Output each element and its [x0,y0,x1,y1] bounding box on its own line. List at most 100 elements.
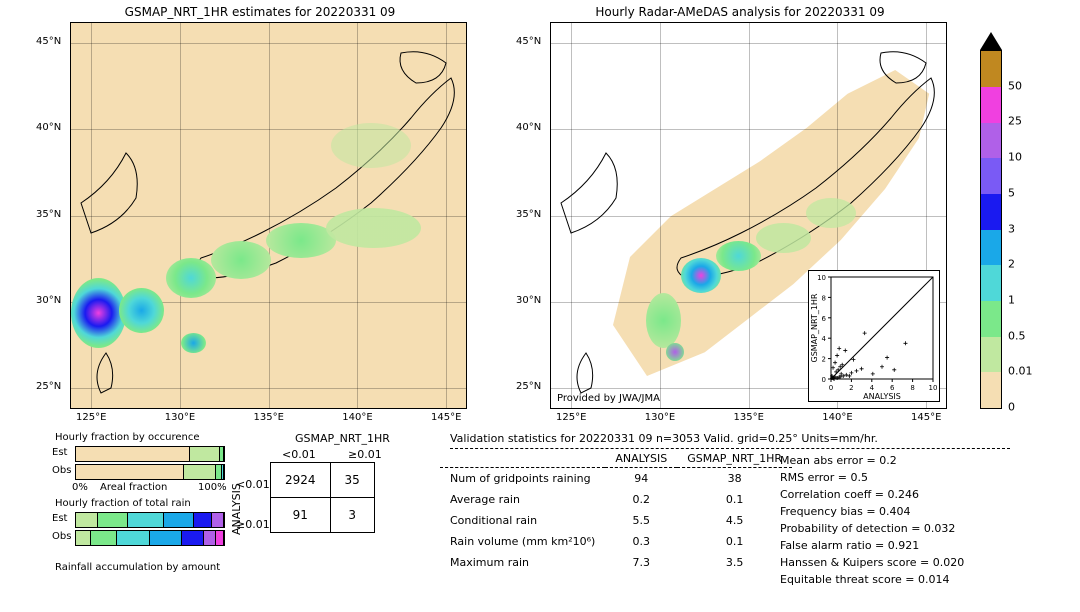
bar-segment [91,531,117,545]
totalrain-title: Hourly fraction of total rain [55,498,191,509]
vt-cell: Average rain [440,489,605,510]
svg-text:2: 2 [822,356,826,364]
ytick: 30°N [36,295,61,306]
colorbar-tick: 0.01 [1008,365,1033,378]
vt-cell: Rain volume (mm km²10⁶) [440,531,605,552]
vt-cell: 4.5 [677,510,792,531]
bar-row-label: Est [52,513,67,524]
ct-cell: 3 [330,498,374,533]
occ-right-label: 100% [198,482,227,493]
svg-text:10: 10 [817,274,826,282]
ct-cell: 91 [271,498,331,533]
bar-segment [76,465,184,479]
score-line: Hanssen & Kuipers score = 0.020 [780,556,964,569]
left-map [70,22,467,409]
right-map: Provided by JWA/JMA 00224466881010ANALYS… [550,22,947,409]
score-line: False alarm ratio = 0.921 [780,539,964,552]
bar-segment [220,447,224,461]
bar-segment [150,531,182,545]
bar-segment [194,513,212,527]
score-line: Correlation coeff = 0.246 [780,488,964,501]
vt-cell: Conditional rain [440,510,605,531]
occ-left-label: 0% [72,482,88,493]
xtick: 145°E [911,412,941,423]
right-map-title: Hourly Radar-AMeDAS analysis for 2022033… [535,5,945,19]
ytick: 40°N [516,122,541,133]
bar-row-label: Obs [52,531,71,542]
colorbar-tick: 10 [1008,151,1022,164]
bar-segment [76,531,91,545]
totalrain-bars: EstObs [75,512,225,548]
bar-row: Est [75,446,225,462]
bar-segment [182,531,204,545]
ytick: 25°N [516,381,541,392]
ct-col-0: <0.01 [282,448,316,461]
svg-text:6: 6 [890,384,895,392]
svg-text:0: 0 [829,384,833,392]
bar-segment [216,531,224,545]
ct-col-1: ≥0.01 [348,448,382,461]
vt-cell: 5.5 [605,510,677,531]
vt-cell: 94 [605,468,677,490]
score-line: RMS error = 0.5 [780,471,964,484]
occurence-bars: Est Obs [75,446,225,482]
vt-cell: Maximum rain [440,552,605,573]
vt-head: GSMAP_NRT_1HR [677,450,792,468]
validation-title: Validation statistics for 20220331 09 n=… [450,432,878,445]
score-list: Mean abs error = 0.2 RMS error = 0.5 Corre… [780,454,964,590]
ytick: 45°N [36,36,61,47]
bar-row: Obs [75,464,225,480]
xtick: 140°E [822,412,852,423]
bar-segment [128,513,165,527]
ytick: 35°N [516,209,541,220]
ytick: 30°N [516,295,541,306]
colorbar-tick: 25 [1008,115,1022,128]
svg-text:ANALYSIS: ANALYSIS [863,392,901,401]
bar-segment [212,513,224,527]
bar-segment [184,465,217,479]
vt-cell: 7.3 [605,552,677,573]
ytick: 45°N [516,36,541,47]
occ-axis-label: Areal fraction [100,482,167,493]
colorbar-tick: 1 [1008,293,1015,306]
svg-text:GSMAP_NRT_1HR: GSMAP_NRT_1HR [810,293,819,362]
colorbar-tick: 0.5 [1008,329,1026,342]
accum-title: Rainfall accumulation by amount [55,562,220,573]
colorbar-tick: 0 [1008,401,1015,414]
vt-cell: 3.5 [677,552,792,573]
bar-segment [98,513,127,527]
vt-head [440,450,605,468]
bar-segment [222,465,224,479]
left-map-title: GSMAP_NRT_1HR estimates for 20220331 09 [55,5,465,19]
ct-col-header: GSMAP_NRT_1HR [295,432,390,445]
scatter-plot: 00224466881010ANALYSISGSMAP_NRT_1HR [808,270,940,402]
bar-segment [164,513,193,527]
svg-text:4: 4 [870,384,875,392]
xtick: 130°E [645,412,675,423]
xtick: 125°E [76,412,106,423]
bar-segment [76,513,98,527]
ytick: 25°N [36,381,61,392]
xtick: 140°E [342,412,372,423]
colorbar-tick: 2 [1008,258,1015,271]
score-line: Mean abs error = 0.2 [780,454,964,467]
svg-text:8: 8 [822,294,826,302]
vt-head: ANALYSIS [605,450,677,468]
colorbar-tick: 50 [1008,79,1022,92]
svg-text:8: 8 [910,384,914,392]
svg-text:4: 4 [822,335,827,343]
xtick: 125°E [556,412,586,423]
validation-table: ANALYSIS GSMAP_NRT_1HR Num of gridpoints… [440,450,792,573]
ct-row-1: ≥0.01 [236,518,270,531]
ct-cell: 35 [330,463,374,498]
svg-text:0: 0 [822,376,826,384]
colorbar: 0.010.512351025500 [980,32,1002,407]
svg-text:10: 10 [929,384,938,392]
colorbar-tick: 3 [1008,222,1015,235]
vt-cell: Num of gridpoints raining [440,468,605,490]
vt-cell: 0.3 [605,531,677,552]
bar-segment [190,447,220,461]
xtick: 145°E [431,412,461,423]
bar-row-label: Obs [52,465,71,476]
ct-row-0: <0.01 [236,478,270,491]
